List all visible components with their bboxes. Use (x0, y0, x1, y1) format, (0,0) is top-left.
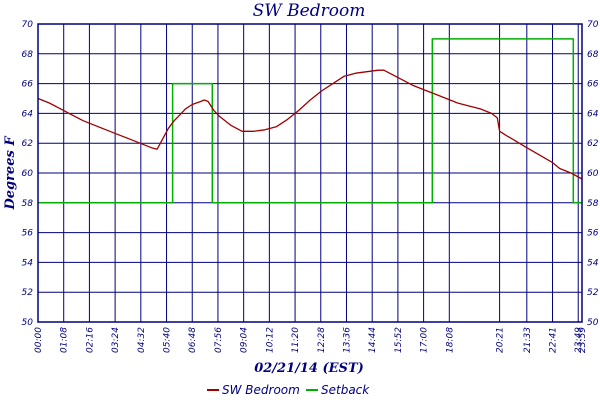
y-tick-label-right: 52 (587, 288, 599, 298)
x-tick-label: 11:20 (291, 327, 301, 353)
x-tick-label: 06:48 (188, 327, 198, 353)
x-tick-label: 15:52 (394, 327, 404, 353)
y-tick-label-right: 62 (587, 139, 599, 149)
y-tick-label-right: 56 (587, 229, 599, 239)
series-line-sw-bedroom (37, 69, 583, 180)
x-tick-label: 09:04 (240, 327, 250, 353)
y-tick-label: 62 (22, 139, 34, 149)
x-tick-label: 03:24 (111, 327, 121, 353)
y-axis-right-ticks: 50 52 54 56 58 60 62 64 66 68 70 (587, 20, 599, 328)
x-tick-label: 12:28 (317, 327, 327, 353)
y-tick-label-right: 50 (587, 318, 599, 328)
x-tick-label: 05:40 (163, 327, 173, 353)
x-tick-label: 04:32 (137, 327, 147, 353)
legend-label-sw-bedroom: SW Bedroom (222, 383, 300, 397)
y-tick-label: 70 (22, 20, 34, 30)
y-tick-label: 64 (22, 109, 34, 119)
y-tick-label: 66 (22, 80, 34, 90)
x-tick-label: 22:41 (549, 327, 559, 353)
x-tick-label: 18:08 (445, 327, 455, 353)
x-tick-label: 21:33 (523, 327, 533, 353)
x-tick-label: 23:49 (574, 327, 584, 353)
x-tick-label: 10:12 (265, 327, 275, 353)
grid (37, 23, 583, 323)
x-tick-label: 13:36 (342, 327, 352, 353)
legend: SW Bedroom Setback (207, 383, 370, 397)
y-tick-label: 54 (22, 258, 34, 268)
y-tick-label-right: 60 (587, 169, 599, 179)
y-tick-label-right: 70 (587, 20, 599, 30)
x-tick-label: 14:44 (368, 327, 378, 353)
legend-label-setback: Setback (321, 383, 370, 397)
y-tick-label-right: 64 (587, 109, 599, 119)
y-tick-label: 60 (22, 169, 34, 179)
y-tick-label: 56 (22, 229, 34, 239)
y-axis-left-ticks: 50 52 54 56 58 60 62 64 66 68 70 (22, 20, 34, 328)
x-tick-label: 02:16 (85, 327, 95, 353)
x-axis-title: 02/21/14 (EST) (254, 361, 364, 376)
series-line-setback (38, 38, 582, 204)
plot-frame (37, 23, 583, 323)
y-tick-label-right: 66 (587, 80, 599, 90)
x-tick-label: 23:59 (578, 327, 588, 353)
y-tick-label: 52 (22, 288, 34, 298)
y-tick-label: 58 (22, 199, 34, 209)
chart-title: SW Bedroom (253, 1, 366, 21)
x-axis-ticks: 00:00 01:08 02:16 03:24 04:32 05:40 06:48 07:56… (34, 327, 588, 353)
y-axis-title: Degrees F (3, 136, 18, 211)
y-tick-label-right: 68 (587, 50, 599, 60)
x-tick-label: 20:21 (496, 327, 506, 353)
y-tick-label: 68 (22, 50, 34, 60)
series-lines (37, 38, 583, 204)
y-tick-label: 50 (22, 318, 34, 328)
x-tick-label: 01:08 (60, 327, 70, 353)
x-tick-label: 17:00 (420, 327, 430, 353)
y-tick-label-right: 58 (587, 199, 599, 209)
x-tick-label: 00:00 (34, 327, 44, 353)
x-tick-label: 07:56 (214, 327, 224, 353)
y-tick-label-right: 54 (587, 258, 599, 268)
